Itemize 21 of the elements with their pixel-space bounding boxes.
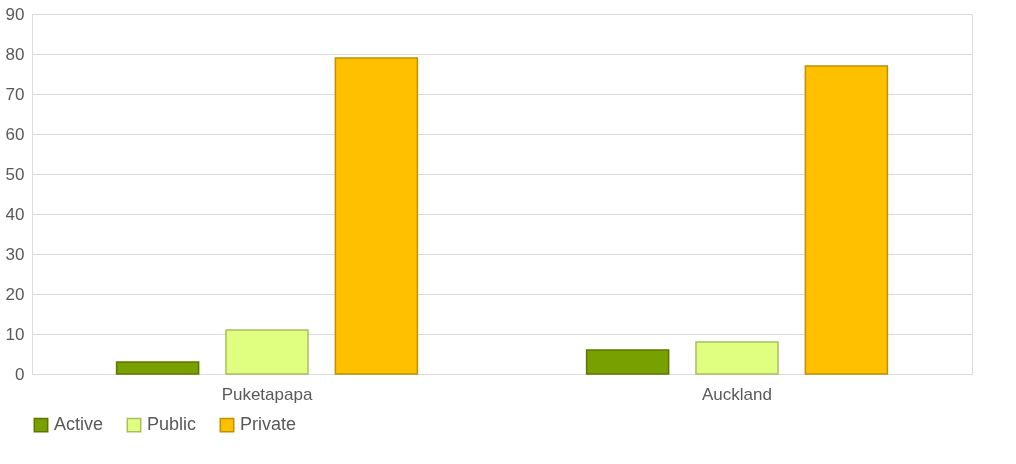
- legend-label: Public: [147, 414, 197, 435]
- x-tick-label: Auckland: [702, 384, 772, 404]
- bar: [225, 329, 309, 375]
- bar: [585, 349, 670, 375]
- y-tick-label: 50: [5, 164, 25, 184]
- y-tick-label: 10: [5, 324, 25, 344]
- bar: [695, 341, 779, 375]
- bar: [804, 65, 889, 375]
- legend-label: Active: [54, 414, 104, 435]
- y-tick-label: 20: [5, 284, 25, 304]
- bar: [115, 361, 200, 375]
- y-tick-label: 80: [5, 44, 25, 64]
- y-tick-label: 0: [15, 364, 25, 384]
- x-tick-label: Puketapapa: [221, 384, 313, 404]
- y-tick-label: 60: [5, 124, 25, 144]
- bar: [334, 57, 419, 375]
- y-tick-label: 40: [5, 204, 25, 224]
- y-tick-label: 30: [5, 244, 25, 264]
- legend-label: Private: [240, 414, 297, 435]
- y-tick-label: 70: [5, 84, 25, 104]
- y-tick-label: 90: [5, 4, 25, 24]
